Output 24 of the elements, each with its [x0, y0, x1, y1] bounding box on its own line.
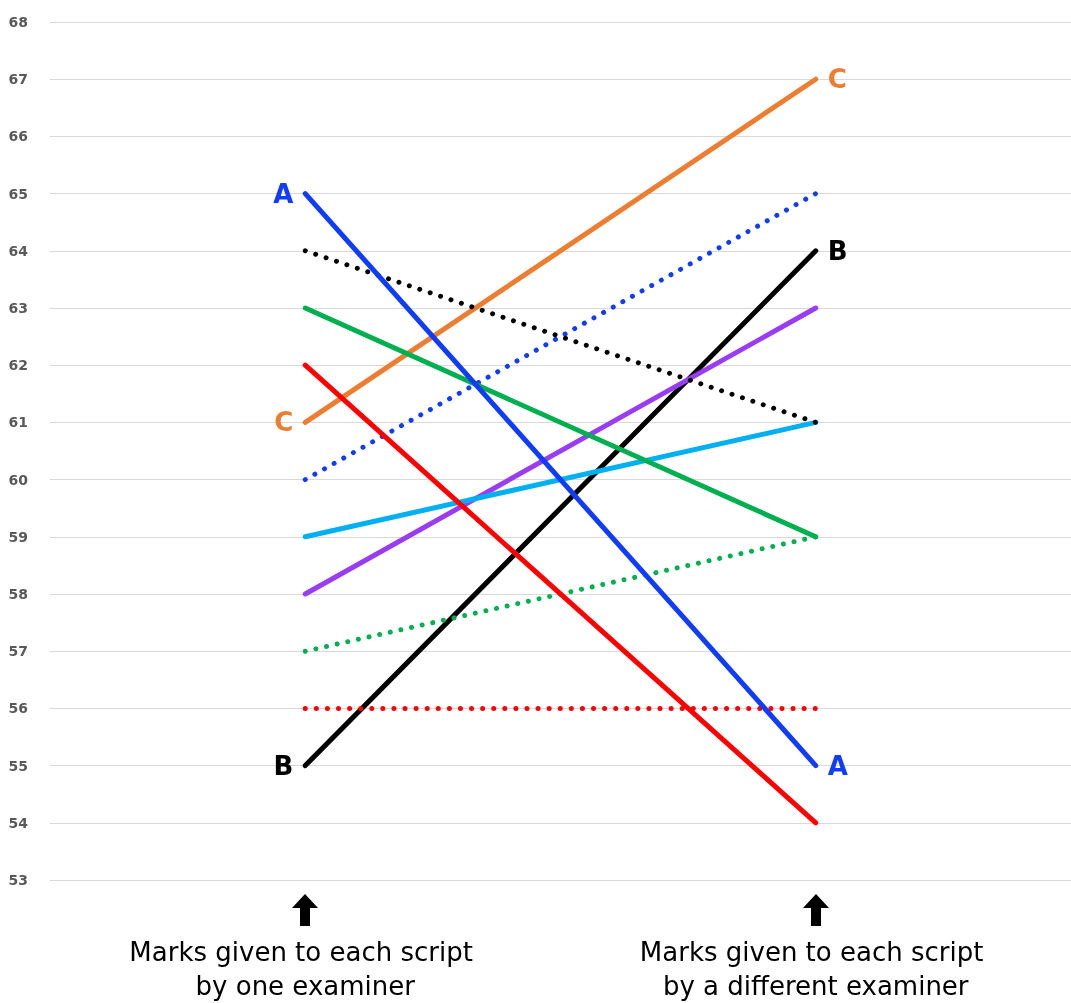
y-tick-label: 63 — [8, 300, 28, 316]
y-tick-label: 64 — [8, 242, 29, 259]
y-tick-label: 55 — [8, 757, 28, 774]
y-tick-label: 59 — [8, 528, 28, 545]
text: C — [827, 64, 847, 95]
y-tick-label: 66 — [8, 128, 28, 145]
x-tick-label: Marks given to each script by a different examiner — [639, 937, 992, 1001]
text: A — [827, 750, 848, 781]
y-tick-label: 65 — [8, 185, 28, 202]
y-tick-label: 56 — [8, 700, 28, 717]
y-tick-label: 68 — [8, 14, 28, 30]
series-label: B — [273, 750, 294, 781]
y-tick-label: 61 — [8, 414, 28, 431]
y-tick-label: 53 — [8, 872, 28, 888]
y-tick-label: 67 — [8, 71, 28, 88]
series-label: A — [273, 178, 294, 209]
y-tick-label: 54 — [8, 814, 29, 831]
y-tick-label: 57 — [8, 643, 28, 660]
y-tick-label: 58 — [8, 586, 28, 602]
text: B — [827, 235, 848, 266]
y-tick-label: 62 — [8, 357, 28, 374]
y-tick-label: 60 — [8, 471, 29, 488]
x-tick-label: Marks given to each script by one examiner — [129, 937, 482, 1001]
series-label: C — [274, 407, 294, 438]
